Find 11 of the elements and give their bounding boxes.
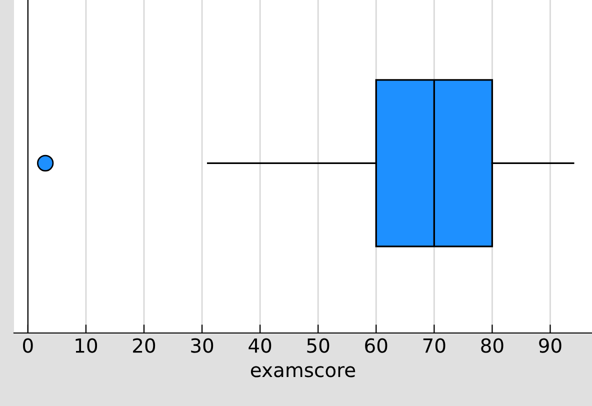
x-tick-label: 70: [423, 338, 446, 353]
x-tick-label: 20: [133, 338, 156, 353]
x-tick-label: 80: [481, 338, 504, 353]
x-tick-label: 10: [76, 338, 98, 353]
x-tick-label: 40: [248, 338, 272, 353]
x-tick-label: 50: [307, 338, 330, 353]
x-tick-label: 30: [191, 338, 214, 353]
x-tick-label: 60: [365, 338, 388, 353]
x-tick-label: 90: [539, 338, 562, 353]
x-tick-label: 0: [23, 338, 33, 353]
x-axis-title: examscore: [250, 366, 356, 378]
